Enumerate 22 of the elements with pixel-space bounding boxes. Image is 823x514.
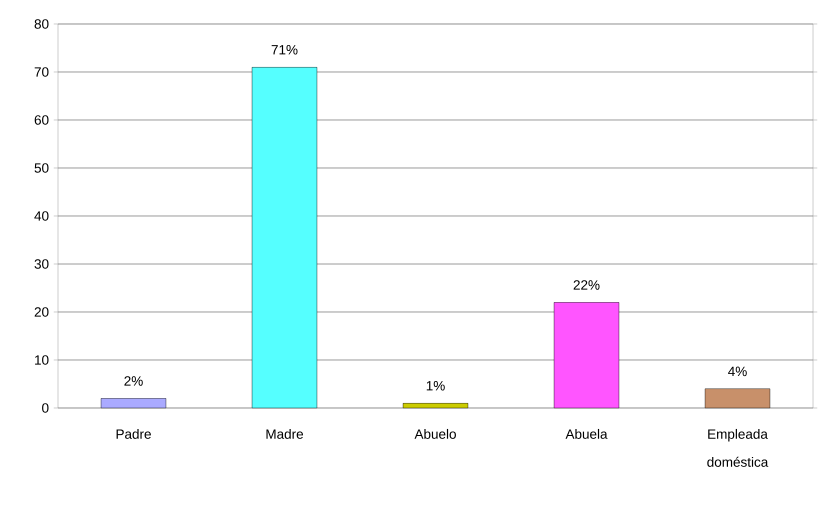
y-tick-label: 40 <box>34 211 49 221</box>
bar <box>704 388 770 408</box>
y-tick-label: 0 <box>42 403 49 413</box>
y-tick-label: 50 <box>34 163 49 173</box>
bar <box>402 403 468 408</box>
y-tick-label: 80 <box>34 19 49 29</box>
y-tick-label: 60 <box>34 115 49 125</box>
data-label: 71% <box>272 45 298 54</box>
y-tick-label: 70 <box>34 67 49 77</box>
bar <box>100 398 166 408</box>
data-label: 1% <box>426 381 445 390</box>
data-label: 22% <box>574 280 600 290</box>
data-label: 2% <box>124 376 143 386</box>
x-tick-label: Abuela <box>566 428 608 439</box>
x-tick-label: Padre <box>116 428 151 439</box>
y-tick-label: 20 <box>34 307 49 317</box>
y-tick-label: 10 <box>35 355 49 365</box>
x-tick-label: Madre <box>266 428 304 439</box>
data-label: 4% <box>728 366 747 376</box>
x-tick-label: Abuelo <box>414 428 456 439</box>
y-tick-label: 30 <box>34 259 49 269</box>
x-tick-label: Empleada doméstica <box>707 428 768 467</box>
